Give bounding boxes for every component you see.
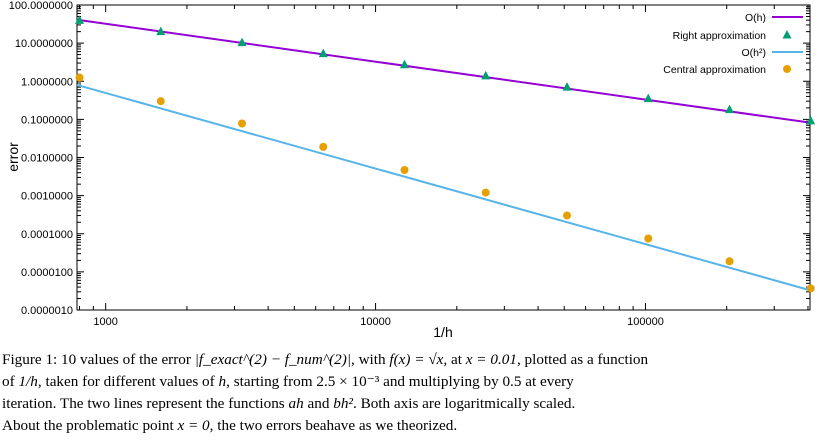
right-approx-point <box>156 26 166 36</box>
right-approx-point <box>400 59 410 69</box>
legend-label: O(h) <box>745 12 766 24</box>
right-approx-point <box>724 104 734 114</box>
series-layer <box>75 15 815 293</box>
y-tick-label: 0.0010000 <box>21 191 73 203</box>
central-approx-point <box>319 142 328 151</box>
y-tick-label: 0.1000000 <box>21 114 73 126</box>
legend-label: Central approximation <box>663 64 766 76</box>
legend-circle-swatch <box>783 65 791 73</box>
y-tick-label: 1.0000000 <box>21 76 73 88</box>
y-tick-label: 10.0000000 <box>15 38 73 50</box>
plot-frame <box>76 4 811 311</box>
right-approx-point <box>75 15 85 24</box>
legend-label: O(h²) <box>742 47 767 59</box>
y-tick-label: 100.0000000 <box>9 0 73 12</box>
central-approx-point <box>725 257 734 266</box>
right-approx-point <box>643 93 653 103</box>
central-approx-point <box>644 234 653 243</box>
central-approx-point <box>156 97 165 106</box>
quadratic-fit-line <box>76 83 811 292</box>
legend: O(h) Right approximation O(h²) Central appr… <box>663 12 803 76</box>
x-tick-label: 1000 <box>93 316 117 328</box>
right-approx-point <box>237 37 247 47</box>
central-approx-point <box>400 166 409 175</box>
y-tick-label: 0.0000100 <box>21 267 73 279</box>
function-expression: f(x) = √x <box>389 351 444 368</box>
caption-line-1: Figure 1: 10 values of the error |f_exac… <box>2 351 649 368</box>
error-plot: 0.0000010 0.0000100 0.0001000 0.0010000 0.01… <box>5 0 815 340</box>
y-axis-ticks: 0.0000010 0.0000100 0.0001000 0.0010000 0.01… <box>9 0 810 317</box>
x-tick-label: 10000 <box>360 316 391 328</box>
caption-line-3: iteration. The two lines represent the f… <box>2 395 576 412</box>
central-approx-point <box>806 284 815 293</box>
right-approx-point <box>806 115 815 125</box>
right-approx-point <box>481 70 491 80</box>
central-approx-point <box>238 119 247 128</box>
x-axis-label: 1/h <box>433 324 452 340</box>
y-tick-label: 0.0000010 <box>21 305 73 317</box>
central-approx-point <box>563 211 572 220</box>
figure-caption: Figure 1: 10 values of the error |f_exac… <box>2 349 812 437</box>
legend-triangle-swatch <box>782 30 792 39</box>
caption-line-2: of 1/h, taken for different values of h,… <box>2 373 574 390</box>
y-tick-label: 0.0001000 <box>21 229 73 241</box>
central-approx-point <box>481 188 490 197</box>
caption-line-4: About the problematic point x = 0, the t… <box>2 417 458 434</box>
x-tick-label: 100000 <box>627 316 664 328</box>
right-approx-point <box>318 48 328 58</box>
error-expression: |f_exact^(2) − f_num^(2)| <box>194 351 351 368</box>
central-approx-point <box>75 73 84 82</box>
y-tick-label: 0.0100000 <box>21 153 73 165</box>
linear-fit-line <box>76 18 811 124</box>
right-approx-point <box>562 82 572 91</box>
legend-label: Right approximation <box>673 30 767 42</box>
x-axis-ticks: 1000 10000 100000 <box>79 5 809 328</box>
y-axis-label: error <box>5 142 21 172</box>
